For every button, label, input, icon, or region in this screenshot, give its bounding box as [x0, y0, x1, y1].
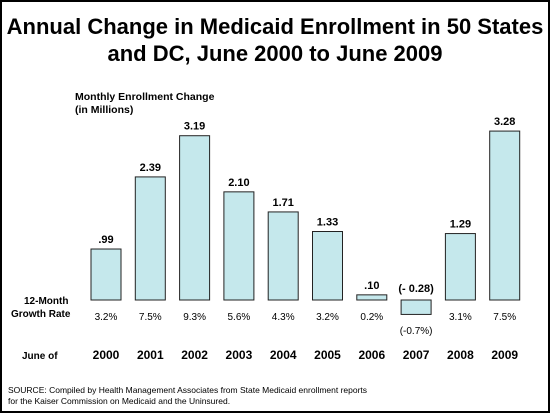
growth-rate-row-label: 12-Month Growth Rate — [11, 296, 71, 320]
growth-rate-2006: 0.2% — [360, 312, 383, 323]
year-labels-group: 2000 2001 2002 2003 2004 2005 2006 2007 2008 2009 — [93, 348, 519, 362]
source-note-line-1: SOURCE: Compiled by Health Management As… — [8, 385, 368, 395]
year-label-2006: 2006 — [358, 348, 385, 362]
year-label-2008: 2008 — [447, 348, 474, 362]
bar-2003 — [223, 191, 255, 301]
year-label-2009: 2009 — [491, 348, 518, 362]
value-labels-group: .99 2.39 3.19 2.10 1.71 1.33 .10 (- 0.28) 1.29 3.… — [98, 116, 515, 295]
year-label-2004: 2004 — [270, 348, 297, 362]
value-label-2002: 3.19 — [184, 121, 205, 133]
value-label-2001: 2.39 — [140, 162, 161, 174]
y-axis-label-line-2: (in Millions) — [75, 104, 134, 116]
bar-2002 — [179, 135, 211, 301]
year-row-label: June of — [22, 351, 58, 362]
chart-title: Annual Change in Medicaid Enrollment in … — [2, 13, 548, 67]
value-label-2005: 1.33 — [317, 217, 338, 229]
year-label-2001: 2001 — [137, 348, 164, 362]
bar-2004 — [267, 211, 299, 301]
value-label-2000: .99 — [98, 234, 113, 246]
growth-rate-2003: 5.6% — [228, 312, 251, 323]
growth-rate-2005: 3.2% — [316, 312, 339, 323]
year-label-2003: 2003 — [226, 348, 253, 362]
year-label-2002: 2002 — [181, 348, 208, 362]
bar-2001 — [134, 176, 166, 301]
y-axis-label-line-1: Monthly Enrollment Change — [75, 91, 215, 103]
bar-2000 — [90, 248, 122, 301]
year-label-2000: 2000 — [93, 348, 120, 362]
bar-chart: .99 2.39 3.19 2.10 1.71 1.33 .10 (- 0.28) 1.29 3.… — [11, 116, 521, 362]
source-note-line-2: for the Kaiser Commission on Medicaid an… — [8, 396, 231, 406]
bars-group — [90, 130, 521, 315]
bar-2009 — [489, 130, 521, 301]
chart-title-line-2: and DC, June 2000 to June 2009 — [107, 41, 443, 66]
growth-rate-row-label-line-2: Growth Rate — [11, 309, 71, 320]
bar-2007 — [400, 299, 432, 315]
growth-rate-row-label-line-1: 12-Month — [24, 296, 68, 307]
year-label-2007: 2007 — [403, 348, 430, 362]
bar-2006 — [356, 294, 388, 301]
growth-rate-2000: 3.2% — [95, 312, 118, 323]
growth-rate-2001: 7.5% — [139, 312, 162, 323]
source-note: SOURCE: Compiled by Health Management As… — [8, 385, 367, 407]
bar-2008 — [444, 233, 476, 301]
value-label-2009: 3.28 — [494, 116, 515, 128]
value-label-2007: (- 0.28) — [398, 283, 434, 295]
growth-rate-2004: 4.3% — [272, 312, 295, 323]
value-label-2008: 1.29 — [450, 219, 471, 231]
value-label-2003: 2.10 — [228, 177, 249, 189]
growth-rate-labels-group: 3.2% 7.5% 9.3% 5.6% 4.3% 3.2% 0.2% (-0.7%) 3.1% 7… — [95, 312, 517, 337]
growth-rate-2008: 3.1% — [449, 312, 472, 323]
value-label-2006: .10 — [364, 280, 379, 292]
y-axis-label: Monthly Enrollment Change (in Millions) — [75, 91, 214, 117]
growth-rate-2002: 9.3% — [183, 312, 206, 323]
value-label-2004: 1.71 — [272, 197, 293, 209]
growth-rate-2007: (-0.7%) — [400, 326, 433, 337]
chart-title-line-1: Annual Change in Medicaid Enrollment in … — [6, 14, 544, 39]
year-label-2005: 2005 — [314, 348, 341, 362]
bar-2005 — [312, 231, 343, 301]
growth-rate-2009: 7.5% — [493, 312, 516, 323]
